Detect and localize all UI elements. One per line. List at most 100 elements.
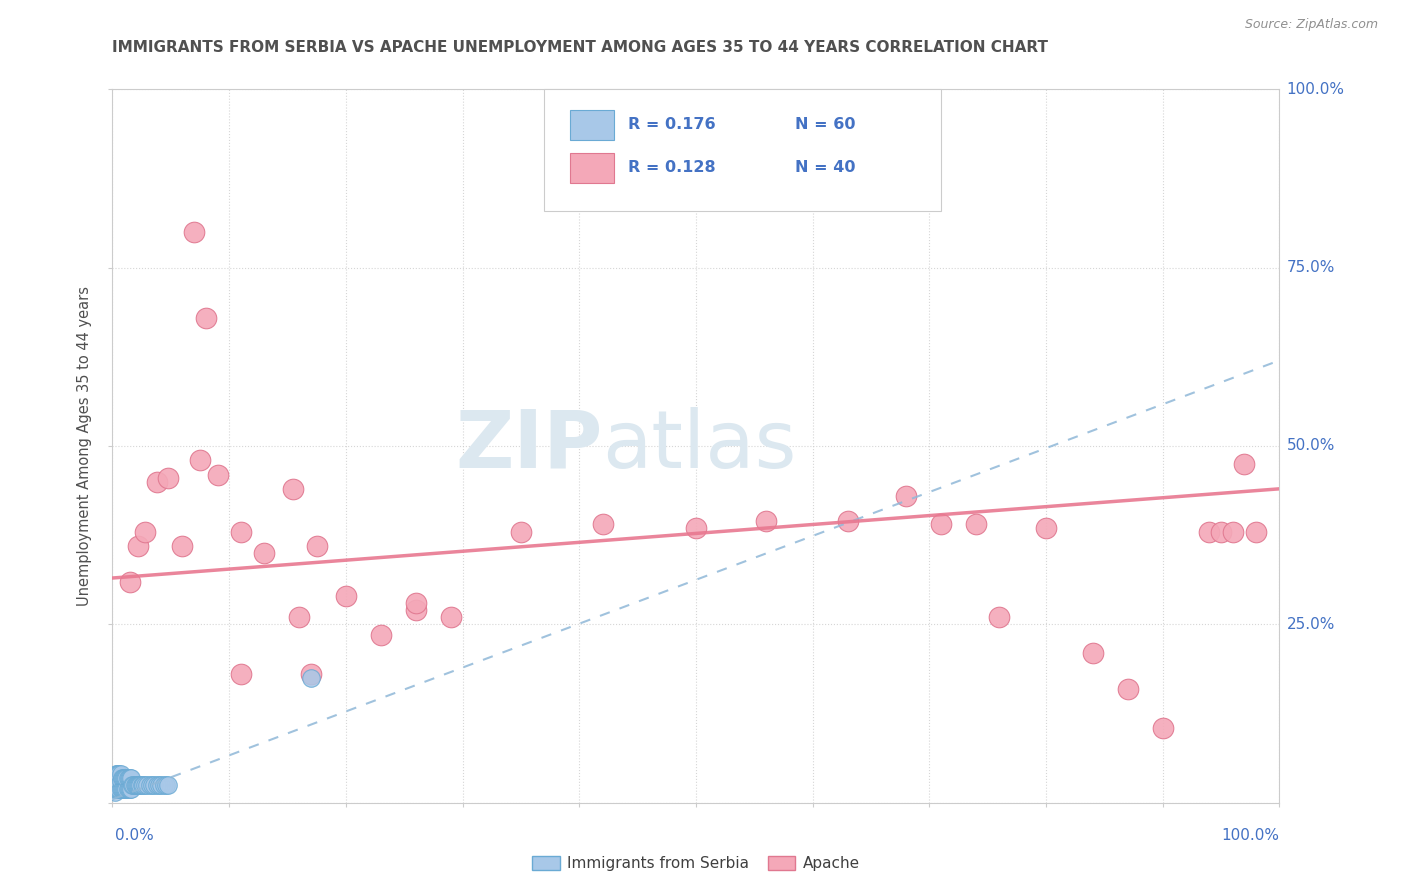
- Text: N = 40: N = 40: [796, 161, 856, 175]
- Point: [118, 781, 141, 796]
- Text: 0.0%: 0.0%: [115, 828, 155, 843]
- Point: [107, 767, 129, 781]
- Point: [128, 778, 150, 792]
- Text: 75.0%: 75.0%: [1286, 260, 1334, 275]
- Point: [405, 596, 427, 610]
- Point: [122, 778, 145, 792]
- Point: [299, 671, 322, 685]
- Point: [125, 778, 148, 792]
- Point: [139, 778, 162, 792]
- Point: [127, 539, 149, 553]
- Point: [134, 778, 156, 792]
- Point: [103, 774, 125, 789]
- Point: [894, 489, 917, 503]
- Point: [188, 453, 211, 467]
- Point: [370, 628, 392, 642]
- Text: ZIP: ZIP: [456, 407, 603, 485]
- Point: [1198, 524, 1220, 539]
- Point: [104, 767, 127, 781]
- Text: 100.0%: 100.0%: [1286, 82, 1344, 96]
- Point: [172, 539, 194, 553]
- Point: [405, 603, 427, 617]
- Y-axis label: Unemployment Among Ages 35 to 44 years: Unemployment Among Ages 35 to 44 years: [77, 286, 93, 606]
- Legend: Immigrants from Serbia, Apache: Immigrants from Serbia, Apache: [526, 849, 866, 877]
- Point: [118, 574, 141, 589]
- Point: [592, 517, 614, 532]
- Text: IMMIGRANTS FROM SERBIA VS APACHE UNEMPLOYMENT AMONG AGES 35 TO 44 YEARS CORRELAT: IMMIGRANTS FROM SERBIA VS APACHE UNEMPLO…: [112, 40, 1049, 55]
- Point: [134, 524, 156, 539]
- Point: [150, 778, 173, 792]
- Point: [183, 225, 205, 239]
- Point: [103, 781, 125, 796]
- Text: Source: ZipAtlas.com: Source: ZipAtlas.com: [1244, 18, 1378, 31]
- Point: [118, 771, 141, 785]
- Point: [124, 778, 146, 792]
- Point: [335, 589, 357, 603]
- Point: [988, 610, 1011, 624]
- Point: [104, 781, 127, 796]
- Point: [157, 471, 180, 485]
- Point: [104, 778, 127, 792]
- Text: 50.0%: 50.0%: [1286, 439, 1334, 453]
- Point: [104, 774, 127, 789]
- Text: 100.0%: 100.0%: [1222, 828, 1279, 843]
- Point: [929, 517, 952, 532]
- Point: [108, 774, 131, 789]
- Point: [509, 524, 531, 539]
- Point: [110, 767, 132, 781]
- Point: [155, 778, 177, 792]
- Point: [229, 524, 252, 539]
- Point: [120, 781, 142, 796]
- Point: [1152, 721, 1174, 735]
- Point: [111, 771, 134, 785]
- Point: [105, 774, 128, 789]
- Point: [131, 778, 153, 792]
- Point: [755, 514, 778, 528]
- Point: [157, 778, 180, 792]
- Text: N = 60: N = 60: [796, 118, 856, 132]
- Point: [1222, 524, 1244, 539]
- Point: [111, 771, 134, 785]
- Point: [1244, 524, 1267, 539]
- Text: atlas: atlas: [603, 407, 797, 485]
- Point: [112, 771, 135, 785]
- Point: [112, 781, 135, 796]
- Point: [148, 778, 170, 792]
- Point: [117, 781, 139, 796]
- Point: [104, 771, 127, 785]
- Point: [965, 517, 987, 532]
- Point: [105, 767, 128, 781]
- Point: [118, 781, 141, 796]
- Point: [110, 774, 132, 789]
- Point: [125, 778, 148, 792]
- Point: [136, 778, 159, 792]
- Point: [253, 546, 276, 560]
- Point: [107, 781, 129, 796]
- FancyBboxPatch shape: [544, 89, 941, 211]
- Point: [440, 610, 463, 624]
- Point: [118, 771, 141, 785]
- Point: [129, 778, 152, 792]
- Point: [1081, 646, 1104, 660]
- Point: [1233, 457, 1256, 471]
- Point: [114, 781, 136, 796]
- Point: [305, 539, 328, 553]
- Point: [1116, 681, 1139, 696]
- Point: [110, 781, 132, 796]
- Point: [143, 778, 166, 792]
- Point: [229, 667, 252, 681]
- Point: [115, 771, 138, 785]
- Bar: [569, 153, 614, 183]
- Point: [207, 467, 229, 482]
- Point: [107, 774, 129, 789]
- Point: [288, 610, 311, 624]
- Point: [146, 778, 169, 792]
- Point: [299, 667, 322, 681]
- Text: 25.0%: 25.0%: [1286, 617, 1334, 632]
- Point: [108, 781, 131, 796]
- Point: [1035, 521, 1057, 535]
- Point: [111, 781, 134, 796]
- Point: [121, 778, 143, 792]
- Point: [153, 778, 176, 792]
- Point: [127, 778, 149, 792]
